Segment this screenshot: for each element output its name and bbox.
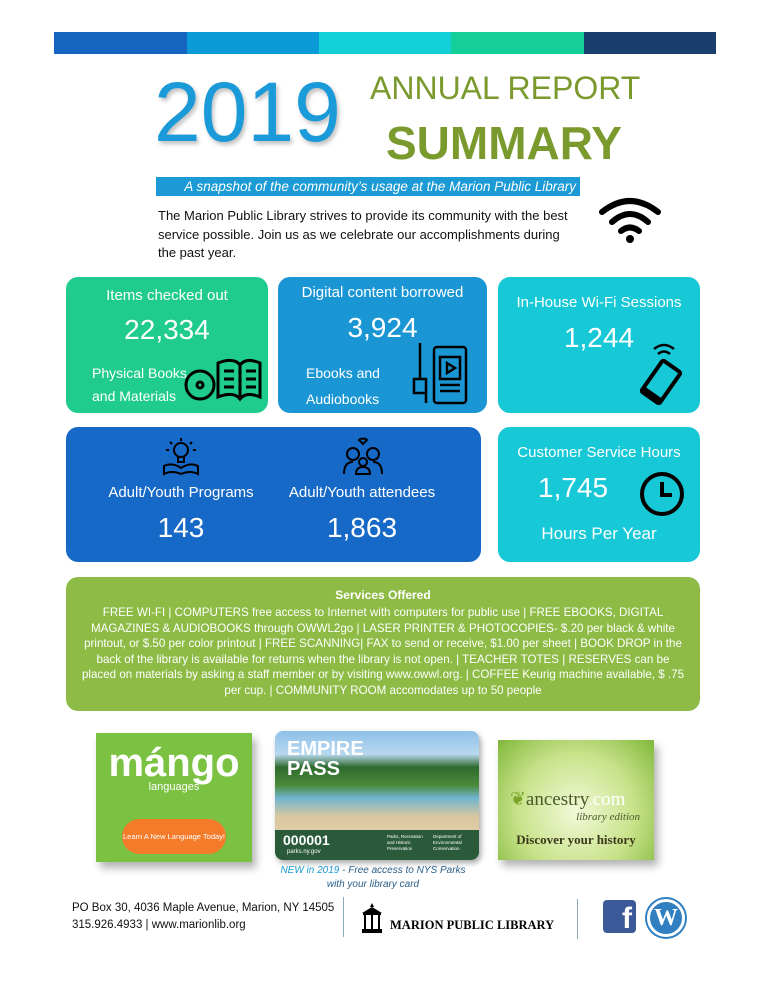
services-offered-box: Services Offered FREE WI-FI | COMPUTERS … (66, 577, 700, 711)
mango-languages-ad[interactable]: mángo languages Learn A New Language Tod… (96, 733, 252, 862)
divider (343, 897, 344, 937)
stat-sub-line: and Materials (92, 388, 177, 404)
books-disc-icon (184, 353, 264, 403)
year-heading: 2019 (154, 65, 341, 159)
footer-address: PO Box 30, 4036 Maple Avenue, Marion, NY… (72, 902, 335, 914)
mango-sub: languages (148, 781, 200, 793)
bar-segment (584, 32, 716, 54)
stat-value: 22,334 (124, 314, 210, 345)
empire-pass-card[interactable]: EMPIRE PASS 000001 parks.ny.gov Parks, Re… (275, 731, 479, 860)
stat-sub-line: Physical Books (92, 365, 187, 381)
stat-card-programs: Adult/Youth Programs 143 Adult/Youth att… (66, 427, 481, 562)
stat-subtitle: Ebooks and Audiobooks (306, 360, 380, 412)
footer-contact: PO Box 30, 4036 Maple Avenue, Marion, NY… (72, 900, 334, 934)
stat-value: 143 (157, 512, 205, 543)
bar-segment (319, 32, 452, 54)
ancestry-ad[interactable]: ❦ancestry.com library edition Discover y… (498, 740, 654, 860)
family-icon (342, 436, 384, 476)
stat-subtitle: Hours Per Year (541, 524, 657, 543)
bar-segment (54, 32, 187, 54)
stat-title: Items checked out (106, 287, 228, 304)
mango-cta-button[interactable]: Learn A New Language Today! (122, 819, 226, 854)
caption-text: with your library card (326, 879, 420, 890)
gazebo-icon (362, 903, 382, 933)
wifi-icon (598, 196, 662, 244)
stat-value: 3,924 (347, 312, 418, 343)
ancestry-edition: library edition (576, 811, 640, 823)
caption-highlight: NEW in 2019 (280, 865, 340, 876)
stat-card-wifi-sessions: In-House Wi-Fi Sessions 1,244 (498, 277, 700, 413)
library-logo: MARION PUBLIC LIBRARY (360, 903, 554, 933)
tagline-banner: A snapshot of the community’s usage at t… (156, 177, 580, 196)
mango-logo: mángo (108, 741, 240, 785)
facebook-icon[interactable]: f (603, 900, 636, 935)
ancestry-logo-suffix: .com (588, 789, 626, 810)
stat-title: Customer Service Hours (517, 444, 681, 461)
stat-title: Adult/Youth attendees (288, 484, 436, 501)
stat-card-service-hours: Customer Service Hours 1,745 Hours Per Y… (498, 427, 700, 562)
clock-icon (638, 470, 686, 518)
stat-value: 1,244 (563, 322, 635, 353)
footer-phone-web[interactable]: 315.926.4933 | www.marionlib.org (72, 919, 246, 931)
ancestry-logo-text: ancestry (525, 789, 588, 810)
stat-title: Adult/Youth Programs (108, 484, 254, 501)
bar-segment (451, 32, 584, 54)
intro-paragraph: The Marion Public Library strives to pro… (158, 208, 568, 260)
stat-card-digital: Digital content borrowed 3,924 Ebooks an… (278, 277, 487, 413)
empire-title-line: EMPIRE (287, 738, 364, 760)
empire-org-dec: Department of Environmental Conservation (433, 834, 462, 851)
wordpress-icon[interactable]: W (647, 899, 685, 937)
divider (577, 899, 578, 939)
stat-sub-line: Ebooks and (306, 365, 380, 381)
bar-segment (187, 32, 320, 54)
stat-sub-line: Audiobooks (306, 391, 380, 407)
stat-value: 1,863 (326, 512, 398, 543)
lightbulb-book-icon (162, 436, 200, 476)
ebook-audio-icon (410, 339, 470, 407)
services-title: Services Offered (335, 588, 431, 602)
empire-org-parks: Parks, Recreation and Historic Preservat… (387, 834, 423, 851)
phone-wifi-icon (634, 339, 692, 407)
title-annual-report: ANNUAL REPORT (370, 70, 641, 106)
stat-value: 1,745 (538, 472, 609, 503)
ancestry-logo: ❦ancestry.com (510, 789, 626, 810)
empire-title: EMPIRE PASS (287, 739, 364, 779)
title-summary: SUMMARY (386, 117, 622, 169)
ancestry-tagline: Discover your history (516, 832, 636, 847)
empire-title-line: PASS (287, 758, 340, 780)
empire-url: parks.ny.gov (287, 849, 321, 855)
library-name: MARION PUBLIC LIBRARY (390, 918, 555, 932)
services-text: FREE WI-FI | COMPUTERS free access to In… (81, 606, 685, 697)
stat-title: In-House Wi-Fi Sessions (516, 294, 682, 311)
empire-number: 000001 (283, 832, 330, 848)
caption-text: - Free access to NYS Parks (339, 865, 466, 876)
stat-subtitle: Physical Books and Materials (92, 362, 187, 408)
stat-card-checked-out: Items checked out 22,334 Physical Books a… (66, 277, 268, 413)
empire-caption: NEW in 2019 - Free access to NYS Parks wi… (263, 864, 483, 892)
stat-title: Digital content borrowed (301, 284, 464, 301)
